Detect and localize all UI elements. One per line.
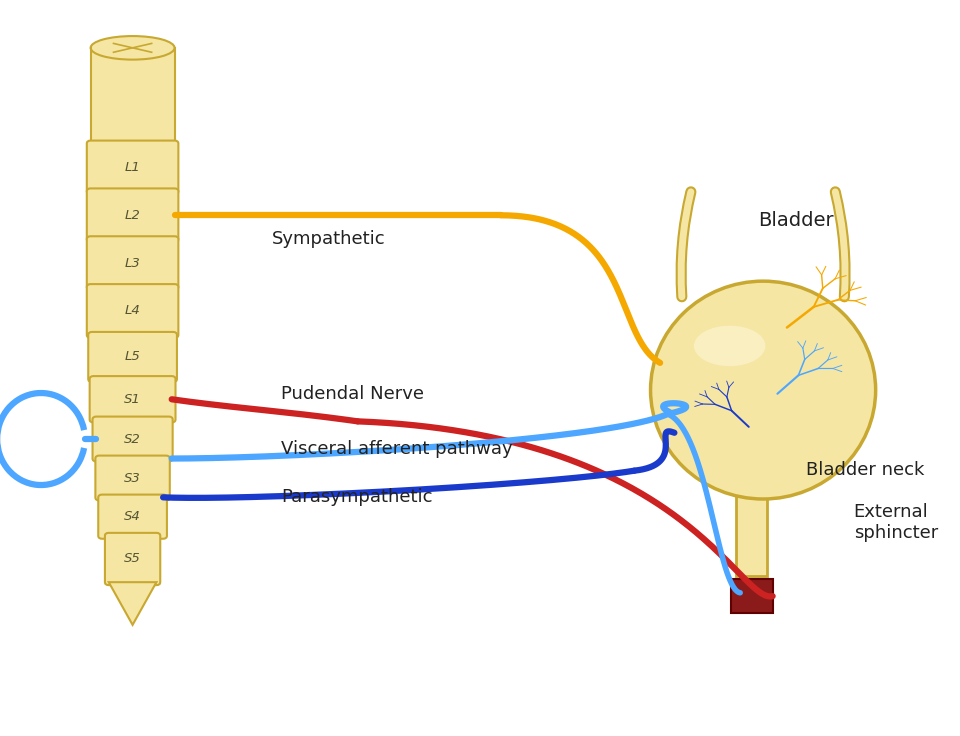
FancyBboxPatch shape xyxy=(89,376,176,422)
FancyArrowPatch shape xyxy=(835,192,845,297)
Text: S5: S5 xyxy=(124,553,141,565)
FancyBboxPatch shape xyxy=(86,188,179,242)
Ellipse shape xyxy=(90,36,175,60)
FancyArrowPatch shape xyxy=(681,192,691,297)
Text: L3: L3 xyxy=(125,257,140,269)
Text: External
sphincter: External sphincter xyxy=(853,503,938,542)
Text: Pudendal Nerve: Pudendal Nerve xyxy=(281,385,424,403)
Text: Parasympathetic: Parasympathetic xyxy=(281,488,433,506)
Polygon shape xyxy=(108,582,156,625)
FancyBboxPatch shape xyxy=(86,236,179,290)
Text: Bladder neck: Bladder neck xyxy=(806,461,924,478)
Bar xyxy=(731,579,773,613)
FancyArrowPatch shape xyxy=(681,192,691,297)
FancyBboxPatch shape xyxy=(95,456,170,500)
Ellipse shape xyxy=(651,281,876,499)
FancyArrowPatch shape xyxy=(835,192,845,297)
Text: S2: S2 xyxy=(124,433,141,445)
Text: Sympathetic: Sympathetic xyxy=(272,230,386,248)
Text: S4: S4 xyxy=(124,510,141,523)
Text: S3: S3 xyxy=(124,472,141,484)
Bar xyxy=(736,493,767,576)
Text: L1: L1 xyxy=(125,161,140,174)
FancyBboxPatch shape xyxy=(86,141,179,194)
Text: S1: S1 xyxy=(124,393,141,406)
Text: L4: L4 xyxy=(125,305,140,317)
FancyBboxPatch shape xyxy=(105,533,160,585)
FancyBboxPatch shape xyxy=(98,495,167,539)
Text: Visceral afferent pathway: Visceral afferent pathway xyxy=(281,440,513,458)
FancyBboxPatch shape xyxy=(88,332,177,382)
Text: L5: L5 xyxy=(125,350,140,364)
Ellipse shape xyxy=(694,325,765,367)
Text: L2: L2 xyxy=(125,209,140,222)
Text: Bladder: Bladder xyxy=(758,211,834,230)
FancyBboxPatch shape xyxy=(86,284,179,338)
Bar xyxy=(90,48,175,147)
FancyBboxPatch shape xyxy=(92,417,173,461)
